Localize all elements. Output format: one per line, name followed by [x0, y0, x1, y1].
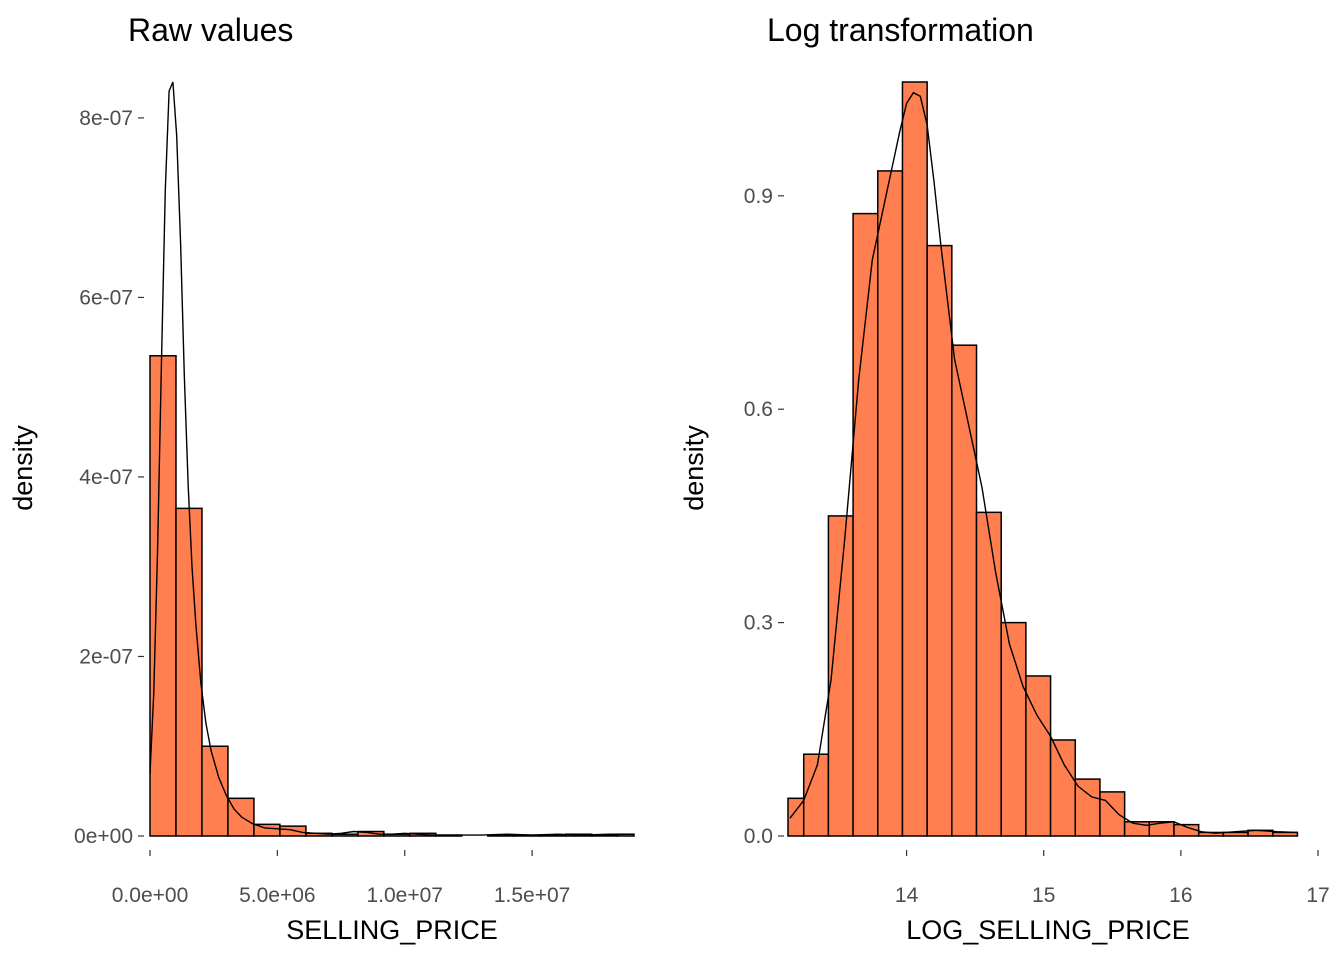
- raw-histogram-bar: [201, 745, 229, 837]
- log-histogram-bar: [827, 515, 854, 837]
- log-x-tick-label: 14: [895, 884, 919, 907]
- raw-y-tick-label: 8e-07: [79, 107, 133, 130]
- log-x-axis-title: LOG_SELLING_PRICE: [906, 915, 1190, 945]
- log-histogram-bar: [877, 170, 904, 837]
- raw-histogram-bar: [175, 507, 203, 837]
- raw-y-tick-label: 4e-07: [79, 466, 133, 489]
- log-histogram-bar: [926, 244, 953, 837]
- raw-histogram-bar: [149, 355, 177, 837]
- log-x-tick-label: 15: [1032, 884, 1055, 907]
- raw-density-curve: [149, 81, 634, 836]
- log-histogram-bar: [1099, 791, 1126, 837]
- raw-histogram-bars: [149, 355, 635, 837]
- raw-x-tick-label: 1.0e+07: [366, 884, 443, 907]
- log-x-axis: 14 15 16 17: [895, 850, 1330, 907]
- log-y-tick-label: 0.9: [744, 185, 773, 208]
- log-y-tick-label: 0.0: [744, 825, 773, 848]
- raw-y-axis-title: density: [8, 425, 38, 511]
- raw-y-tick-label: 0e+00: [74, 825, 133, 848]
- raw-histogram-bar: [279, 825, 307, 837]
- log-x-tick-label: 17: [1306, 884, 1329, 907]
- log-x-tick-label: 16: [1169, 884, 1192, 907]
- log-histogram-bar: [901, 81, 928, 837]
- raw-y-tick-label: 2e-07: [79, 645, 133, 668]
- log-histogram-bar: [951, 344, 978, 837]
- log-panel-title: Log transformation: [767, 12, 1034, 48]
- raw-histogram-bar: [331, 833, 359, 837]
- log-y-axis-title: density: [679, 425, 709, 511]
- log-y-tick-label: 0.6: [744, 398, 773, 421]
- raw-x-axis-title: SELLING_PRICE: [286, 915, 498, 945]
- log-y-tick-label: 0.3: [744, 612, 773, 635]
- log-histogram-bar: [852, 212, 879, 837]
- raw-y-axis: 0e+00 2e-07 4e-07 6e-07 8e-07: [74, 107, 144, 848]
- raw-panel-title: Raw values: [128, 12, 293, 48]
- raw-x-tick-label: 1.5e+07: [494, 884, 571, 907]
- log-density-curve: [789, 91, 1298, 834]
- log-transformation-panel: Log transformation density LOG_SELLING_P…: [679, 12, 1330, 945]
- raw-x-tick-label: 5.0e+06: [239, 884, 316, 907]
- raw-x-axis: 0.0e+00 5.0e+06 1.0e+07 1.5e+07: [112, 850, 571, 907]
- raw-y-tick-label: 6e-07: [79, 286, 133, 309]
- log-histogram-bar: [1049, 739, 1077, 837]
- raw-values-panel: Raw values density SELLING_PRICE 0e+00 2e…: [8, 12, 635, 945]
- log-histogram-bar: [1025, 675, 1052, 837]
- log-histogram-bar: [1271, 831, 1299, 837]
- log-y-axis: 0.0 0.3 0.6 0.9: [744, 185, 784, 848]
- log-histogram-bar: [975, 511, 1002, 837]
- raw-x-tick-label: 0.0e+00: [112, 884, 189, 907]
